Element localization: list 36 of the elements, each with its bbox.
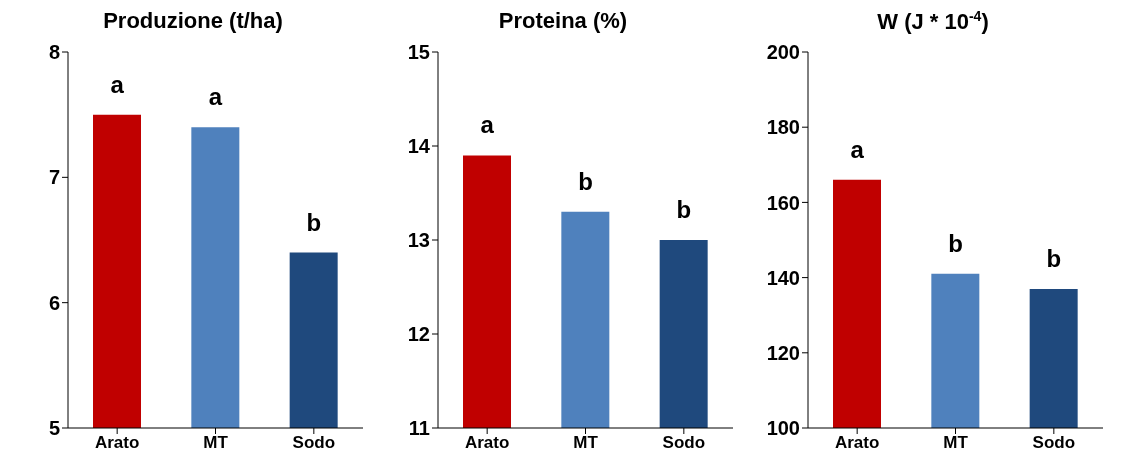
annotation: a (480, 111, 495, 139)
chart-title: W (J * 10$^{-4}$) (877, 8, 989, 35)
x-tick-label: Arato (94, 433, 140, 453)
annotation: b (948, 229, 963, 257)
chart-title: Produzione (t/ha) (103, 8, 283, 33)
y-tick-label: 120 (766, 341, 800, 364)
annotation: a (850, 135, 865, 163)
annotation: b (676, 196, 692, 223)
annotation: a (110, 70, 125, 98)
x-tick-label: MT (203, 433, 229, 453)
annotation: b (1046, 244, 1062, 272)
annotation: a (208, 83, 223, 111)
y-tick-label: 180 (766, 116, 800, 139)
annotation: b (578, 167, 593, 195)
y-tick-label: 140 (766, 266, 800, 289)
y-tick-label: 11 (408, 417, 430, 440)
x-tick-label: MT (573, 433, 599, 453)
y-tick-label: 160 (766, 191, 800, 214)
x-tick-label: Arato (834, 433, 880, 453)
y-tick-label: 13 (407, 229, 430, 252)
x-tick-label: MT (943, 433, 969, 453)
y-tick-label: 15 (407, 41, 430, 64)
y-tick-label: 5 (48, 417, 60, 440)
annotation: b (306, 208, 322, 236)
x-tick-label: Arato (464, 433, 510, 453)
x-tick-label: Sodo (292, 433, 336, 453)
y-tick-label: 7 (48, 166, 60, 189)
y-tick-label: 6 (48, 291, 60, 314)
x-tick-label: Sodo (662, 433, 706, 453)
y-tick-label: 8 (48, 41, 60, 64)
y-tick-label: 14 (407, 135, 431, 158)
chart-title: Proteina (%) (498, 8, 628, 33)
y-tick-label: 100 (766, 417, 800, 440)
y-tick-label: 200 (766, 41, 800, 64)
x-tick-label: Sodo (1032, 433, 1076, 453)
y-tick-label: 12 (407, 323, 430, 346)
